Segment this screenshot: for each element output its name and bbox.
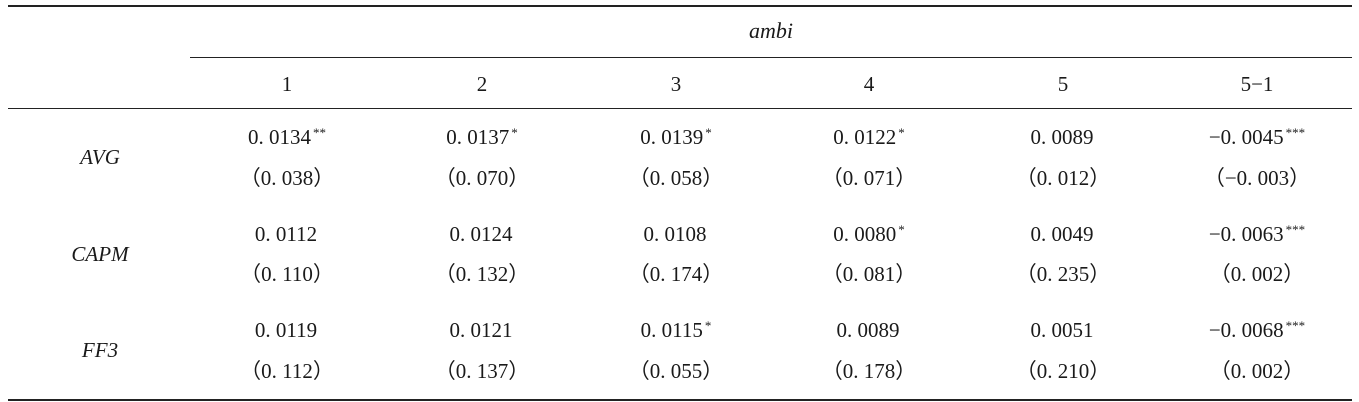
coefficient-cell: 0. 0108	[581, 222, 771, 249]
p-value-cell: （0. 174）	[628, 262, 724, 286]
coefficient-cell: 0. 0121	[387, 318, 577, 345]
coefficient-value: 0. 0137	[446, 125, 510, 149]
coefficient-cell: 0. 0134 **	[192, 125, 382, 152]
p-value-cell: （0. 178）	[821, 359, 917, 383]
coefficient-value: 0. 0080	[833, 222, 897, 246]
p-value-cell: （−0. 003）	[1203, 166, 1311, 190]
coefficient-cell: 0. 0137 *	[387, 125, 577, 152]
p-value-cell: （0. 070）	[434, 166, 530, 190]
p-value-cell: （0. 110）	[240, 262, 334, 286]
p-value-cell: （0. 058）	[628, 166, 724, 190]
header-bottom-rule	[8, 108, 1352, 109]
coefficient-cell: 0. 0051	[968, 318, 1158, 345]
significance-stars: *	[705, 125, 712, 140]
coefficient-value: −0. 0068	[1208, 318, 1284, 342]
significance-stars: *	[898, 125, 905, 140]
row-label-avg: AVG	[80, 145, 120, 169]
p-value-cell: （0. 038）	[239, 166, 335, 190]
significance-stars: ***	[1285, 318, 1306, 333]
row-label-capm: CAPM	[71, 242, 129, 266]
coefficient-cell: −0. 0045 ***	[1162, 125, 1352, 152]
coefficient-cell: 0. 0080 *	[774, 222, 964, 249]
coefficient-value: 0. 0049	[1030, 222, 1094, 246]
p-value-cell: （0. 235）	[1015, 262, 1111, 286]
p-value-cell: （0. 012）	[1015, 166, 1111, 190]
coefficient-value: 0. 0121	[449, 318, 513, 342]
coefficient-value: 0. 0122	[833, 125, 897, 149]
significance-stars: *	[898, 222, 905, 237]
column-header-5: 5	[1057, 72, 1069, 96]
coefficient-cell: 0. 0112	[192, 222, 382, 249]
coefficient-value: −0. 0063	[1208, 222, 1284, 246]
p-value-cell: （0. 071）	[821, 166, 917, 190]
coefficient-cell: 0. 0122 *	[774, 125, 964, 152]
column-header-3: 3	[670, 72, 682, 96]
column-header-2: 2	[476, 72, 488, 96]
coefficient-cell: 0. 0115 *	[581, 318, 771, 345]
coefficient-value: 0. 0134	[248, 125, 311, 149]
group-header-ambi: ambi	[749, 18, 793, 43]
p-value-cell: （0. 081）	[821, 262, 917, 286]
significance-stars: *	[511, 125, 518, 140]
coefficient-value: 0. 0051	[1030, 318, 1094, 342]
coefficient-value: −0. 0045	[1208, 125, 1284, 149]
group-header-rule	[190, 57, 1352, 58]
table-bottom-rule	[8, 399, 1352, 401]
significance-stars: **	[313, 125, 326, 140]
p-value-cell: （0. 137）	[434, 359, 530, 383]
table-top-rule	[8, 5, 1352, 7]
coefficient-cell: −0. 0068 ***	[1162, 318, 1352, 345]
p-value-cell: （0. 112）	[240, 359, 334, 383]
p-value-cell: （0. 132）	[434, 262, 530, 286]
coefficient-cell: 0. 0089	[774, 318, 964, 345]
coefficient-value: 0. 0089	[1030, 125, 1094, 149]
p-value-cell: （0. 210）	[1015, 359, 1111, 383]
significance-stars: *	[704, 318, 712, 333]
significance-stars: ***	[1285, 125, 1306, 140]
coefficient-value: 0. 0108	[643, 222, 707, 246]
coefficient-cell: −0. 0063 ***	[1162, 222, 1352, 249]
coefficient-value: 0. 0124	[449, 222, 513, 246]
significance-stars: ***	[1285, 222, 1306, 237]
row-label-ff3: FF3	[81, 338, 119, 362]
coefficient-value: 0. 0089	[836, 318, 900, 342]
coefficient-value: 0. 0119	[254, 318, 318, 342]
coefficient-cell: 0. 0049	[968, 222, 1158, 249]
p-value-cell: （0. 055）	[628, 359, 724, 383]
column-header-4: 4	[863, 72, 875, 96]
coefficient-cell: 0. 0139 *	[581, 125, 771, 152]
coefficient-value: 0. 0112	[254, 222, 318, 246]
coefficient-cell: 0. 0089	[968, 125, 1158, 152]
column-header-6: 5−1	[1240, 72, 1274, 96]
coefficient-value: 0. 0115	[640, 318, 703, 342]
coefficient-cell: 0. 0119	[192, 318, 382, 345]
p-value-cell: （0. 002）	[1209, 359, 1305, 383]
coefficient-value: 0. 0139	[640, 125, 704, 149]
column-header-1: 1	[281, 72, 293, 96]
p-value-cell: （0. 002）	[1209, 262, 1305, 286]
coefficient-cell: 0. 0124	[387, 222, 577, 249]
